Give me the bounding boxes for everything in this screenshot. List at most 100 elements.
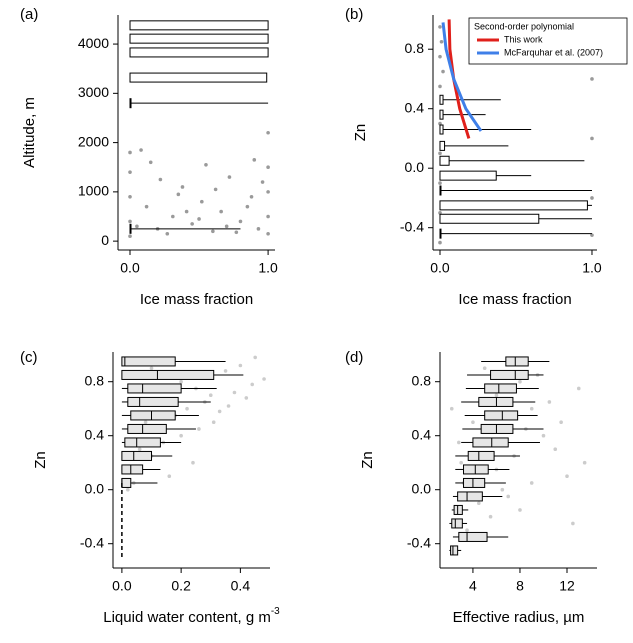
x-axis-label: Liquid water content, g m-3	[103, 606, 280, 626]
x-tick-label: 12	[559, 578, 575, 594]
data-point	[219, 209, 223, 214]
x-axis-label-text: Ice mass fraction	[140, 291, 253, 308]
data-point	[165, 231, 170, 236]
data-point	[518, 379, 522, 384]
box	[480, 423, 514, 434]
data-point	[457, 440, 461, 445]
box	[127, 396, 179, 407]
data-point	[238, 363, 243, 368]
box	[450, 545, 459, 556]
data-point	[488, 514, 493, 519]
box	[484, 383, 517, 394]
box	[127, 383, 182, 394]
data-point	[139, 148, 143, 152]
data-point	[438, 181, 442, 185]
data-point	[590, 136, 594, 141]
data-point	[529, 481, 534, 485]
data-point	[245, 204, 250, 209]
data-point	[266, 231, 270, 236]
y-axis-label: Zn	[359, 451, 376, 469]
y-tick-label: 0.4	[412, 426, 432, 442]
data-point	[227, 175, 232, 179]
data-point	[171, 214, 175, 219]
data-point	[441, 69, 445, 74]
box	[467, 450, 495, 461]
data-point	[438, 151, 442, 156]
y-tick-label: 0.8	[412, 372, 432, 388]
box	[129, 33, 269, 44]
data-point	[176, 192, 181, 197]
x-axis-label-superscript: -3	[271, 606, 280, 617]
data-point	[126, 487, 130, 492]
data-point	[459, 460, 463, 465]
data-point	[143, 420, 148, 425]
data-point	[482, 366, 487, 371]
box	[129, 223, 132, 234]
y-tick-label: 3000	[78, 84, 109, 100]
data-point	[541, 433, 546, 438]
data-point	[197, 217, 201, 221]
panel-label: (c)	[20, 349, 38, 366]
x-axis-label-text: Effective radius, µm	[453, 609, 585, 626]
data-point	[256, 227, 261, 231]
data-point	[226, 404, 231, 408]
data-point	[179, 379, 183, 384]
y-tick-label: 0.0	[412, 480, 432, 496]
data-point	[158, 177, 163, 182]
data-point	[439, 39, 444, 44]
y-tick-label: -0.4	[80, 534, 104, 550]
data-point	[547, 400, 552, 404]
data-point	[223, 369, 228, 373]
data-point	[571, 521, 575, 526]
panel-label: (b)	[345, 6, 363, 23]
y-tick-label: 2000	[78, 133, 109, 149]
box	[439, 213, 540, 224]
box	[458, 531, 488, 542]
box	[472, 437, 509, 448]
y-axis-label: Zn	[352, 124, 369, 142]
data-point	[190, 222, 194, 226]
data-point	[438, 84, 442, 89]
data-point	[266, 130, 270, 135]
box	[490, 369, 529, 380]
box	[130, 410, 176, 421]
data-point	[244, 396, 249, 400]
box	[129, 47, 269, 58]
y-axis-label: Zn	[32, 451, 49, 469]
legend-label: This work	[504, 34, 543, 44]
box	[439, 200, 588, 211]
box	[439, 185, 442, 196]
data-point	[128, 194, 132, 199]
data-point	[590, 77, 594, 81]
y-tick-label: 1000	[78, 183, 109, 199]
data-point	[465, 528, 469, 532]
data-point	[449, 406, 454, 411]
data-point	[197, 427, 201, 431]
data-point	[438, 25, 442, 29]
data-point	[211, 229, 215, 234]
data-point	[249, 194, 254, 199]
data-point	[128, 234, 132, 239]
box	[439, 124, 444, 135]
data-point	[590, 233, 594, 237]
y-tick-label: 0.8	[85, 372, 105, 388]
x-tick-label: 0.0	[430, 260, 450, 276]
x-tick-label: 0.0	[112, 578, 132, 594]
data-point	[250, 382, 255, 387]
x-tick-label: 8	[516, 578, 524, 594]
data-point	[494, 393, 499, 398]
data-point	[553, 447, 558, 452]
data-point	[266, 165, 270, 170]
data-point	[262, 377, 266, 381]
box	[439, 228, 442, 239]
data-point	[211, 420, 216, 425]
data-point	[204, 162, 208, 167]
data-point	[149, 366, 154, 371]
data-point	[590, 196, 594, 200]
x-tick-label: 0.2	[171, 578, 191, 594]
data-point	[471, 420, 475, 425]
box	[478, 396, 514, 407]
data-point	[191, 460, 195, 465]
y-tick-label: 0.0	[85, 480, 105, 496]
